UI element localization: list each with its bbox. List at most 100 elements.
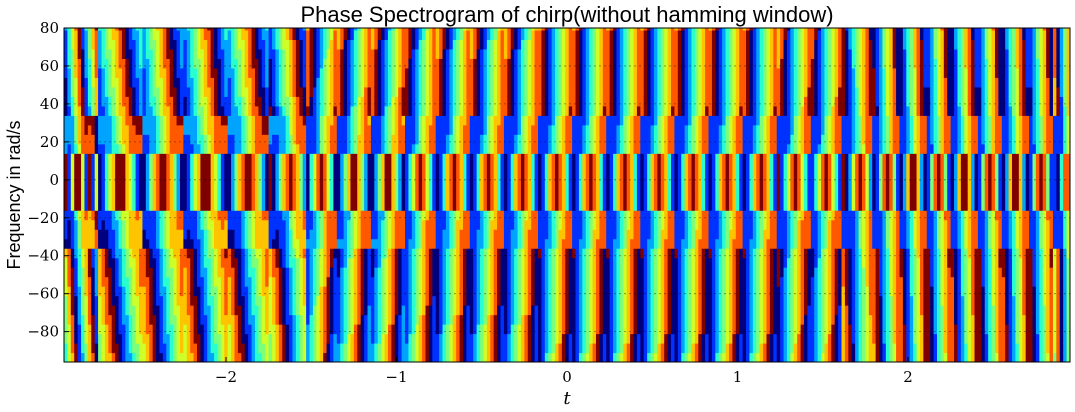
heatmap-cell — [94, 67, 99, 78]
heatmap-cell — [295, 210, 300, 221]
heatmap-cell — [520, 333, 525, 344]
heatmap-cell — [176, 276, 181, 287]
heatmap-cell — [312, 67, 317, 78]
heatmap-cell — [302, 305, 307, 316]
heatmap-cell — [312, 172, 317, 183]
heatmap-cell — [145, 39, 150, 50]
heatmap-cell — [493, 162, 498, 173]
heatmap-cell — [432, 172, 437, 183]
heatmap-cell — [224, 191, 229, 202]
heatmap-cell — [115, 29, 120, 40]
heatmap-cell — [490, 267, 495, 278]
heatmap-cell — [336, 124, 341, 135]
heatmap-cell — [275, 238, 280, 249]
heatmap-cell — [432, 29, 437, 40]
heatmap-cell — [179, 124, 184, 135]
heatmap-cell — [84, 86, 89, 97]
heatmap-cell — [299, 333, 304, 344]
heatmap-cell — [486, 305, 491, 316]
heatmap-cell — [217, 77, 222, 88]
heatmap-cell — [391, 314, 396, 325]
heatmap-cell — [234, 67, 239, 78]
heatmap-cell — [323, 29, 328, 40]
heatmap-cell — [442, 352, 447, 362]
heatmap-cell — [486, 257, 491, 268]
heatmap-cell — [302, 210, 307, 221]
heatmap-cell — [183, 48, 188, 59]
heatmap-cell — [77, 257, 82, 268]
heatmap-cell — [520, 48, 525, 59]
heatmap-cell — [299, 295, 304, 306]
heatmap-cell — [364, 134, 369, 145]
heatmap-cell — [70, 229, 75, 240]
heatmap-cell — [108, 86, 113, 97]
heatmap-cell — [353, 172, 358, 183]
heatmap-cell — [268, 86, 273, 97]
heatmap-cell — [118, 86, 123, 97]
heatmap-cell — [483, 153, 488, 164]
heatmap-cell — [527, 105, 532, 116]
heatmap-cell — [265, 191, 270, 202]
heatmap-cell — [251, 276, 256, 287]
heatmap-cell — [162, 267, 167, 278]
heatmap-cell — [524, 67, 529, 78]
heatmap-cell — [527, 333, 532, 344]
heatmap-cell — [343, 48, 348, 59]
heatmap-cell — [507, 143, 512, 154]
heatmap-cell — [203, 324, 208, 335]
heatmap-cell — [391, 77, 396, 88]
heatmap-cell — [104, 39, 109, 50]
heatmap-cell — [77, 276, 82, 287]
heatmap-cell — [224, 115, 229, 126]
heatmap-cell — [418, 305, 423, 316]
heatmap-cell — [244, 162, 249, 173]
heatmap-cell — [476, 29, 481, 40]
heatmap-cell — [101, 343, 106, 354]
heatmap-cell — [193, 267, 198, 278]
heatmap-cell — [326, 124, 331, 135]
heatmap-cell — [507, 105, 512, 116]
heatmap-cell — [503, 124, 508, 135]
heatmap-cell — [77, 314, 82, 325]
heatmap-cell — [422, 229, 427, 240]
heatmap-cell — [149, 39, 154, 50]
heatmap-cell — [500, 200, 505, 211]
heatmap-cell — [145, 305, 150, 316]
heatmap-cell — [428, 105, 433, 116]
heatmap-cell — [292, 352, 297, 362]
heatmap-cell — [486, 324, 491, 335]
heatmap-cell — [173, 39, 178, 50]
heatmap-cell — [217, 343, 222, 354]
heatmap-cell — [442, 248, 447, 259]
heatmap-cell — [524, 229, 529, 240]
heatmap-cell — [473, 39, 478, 50]
heatmap-cell — [306, 134, 311, 145]
heatmap-cell — [401, 324, 406, 335]
heatmap-cell — [476, 200, 481, 211]
heatmap-cell — [248, 86, 253, 97]
heatmap-cell — [480, 305, 485, 316]
heatmap-cell — [302, 286, 307, 297]
heatmap-cell — [503, 286, 508, 297]
heatmap-cell — [94, 200, 99, 211]
heatmap-cell — [387, 324, 392, 335]
heatmap-cell — [312, 352, 317, 362]
heatmap-cell — [132, 86, 137, 97]
heatmap-cell — [190, 229, 195, 240]
heatmap-cell — [94, 172, 99, 183]
heatmap-cell — [248, 343, 253, 354]
heatmap-cell — [282, 58, 287, 69]
heatmap-cell — [268, 29, 273, 40]
heatmap-cell — [254, 29, 259, 40]
heatmap-cell — [254, 77, 259, 88]
heatmap-cell — [87, 219, 92, 230]
heatmap-cell — [156, 58, 161, 69]
heatmap-cell — [418, 295, 423, 306]
heatmap-cell — [152, 115, 157, 126]
heatmap-cell — [251, 153, 256, 164]
heatmap-cell — [289, 86, 294, 97]
heatmap-cell — [459, 29, 464, 40]
heatmap-cell — [173, 295, 178, 306]
heatmap-cell — [367, 172, 372, 183]
heatmap-cell — [336, 143, 341, 154]
